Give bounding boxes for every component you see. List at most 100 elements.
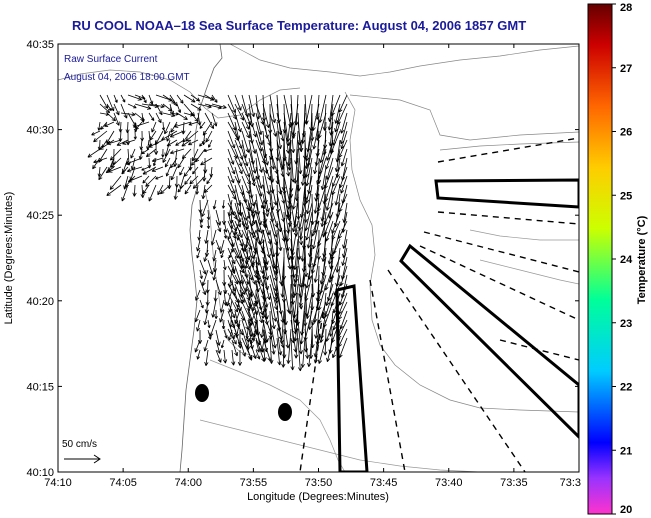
- current-vector: [148, 139, 164, 148]
- current-vector: [234, 157, 243, 175]
- current-vector: [199, 279, 207, 296]
- current-vector: [339, 265, 348, 287]
- current-vector: [291, 175, 299, 210]
- current-vector: [106, 184, 122, 197]
- current-vector: [227, 157, 236, 175]
- current-vector: [177, 157, 185, 169]
- current-vector: [338, 193, 348, 213]
- current-vector: [247, 199, 252, 212]
- current-vector: [106, 112, 116, 122]
- current-vector: [161, 130, 178, 141]
- current-vector: [121, 166, 129, 175]
- current-vector: [139, 139, 144, 150]
- current-vector: [220, 249, 225, 259]
- current-vector: [331, 220, 341, 240]
- current-vector: [170, 166, 178, 181]
- current-vector: [339, 310, 348, 330]
- current-vector: [269, 301, 276, 330]
- current-vector: [317, 112, 327, 139]
- current-vector: [195, 148, 206, 163]
- current-vector: [236, 229, 241, 241]
- current-vector: [313, 148, 320, 175]
- current-vector: [251, 249, 257, 266]
- current-vector: [160, 184, 171, 195]
- current-vector: [269, 337, 274, 364]
- current-vector: [199, 219, 203, 229]
- current-vector: [176, 112, 188, 120]
- current-vector: [173, 184, 178, 200]
- current-vector: [200, 157, 213, 166]
- current-vector: [155, 112, 162, 124]
- survey-boxes: [335, 178, 579, 472]
- current-vector: [223, 329, 228, 339]
- coastline: [179, 44, 223, 472]
- current-vector: [211, 103, 227, 109]
- bathymetry-contour: [344, 91, 579, 413]
- current-vector: [279, 310, 285, 344]
- current-vector: [326, 139, 334, 161]
- current-vector: [260, 339, 265, 353]
- current-vector: [141, 112, 145, 123]
- current-vector: [338, 139, 348, 158]
- current-vector: [148, 94, 154, 105]
- current-vector: [184, 184, 192, 195]
- current-vector: [248, 94, 256, 117]
- colorbar-tick-label: 26: [620, 127, 632, 139]
- current-vector: [263, 259, 267, 269]
- colorbar-tick-label: 23: [620, 318, 632, 330]
- colorbar-ticks: 28 27 26 25 24 23 22 21 20: [612, 2, 633, 516]
- current-vector: [339, 121, 348, 145]
- current-vector: [234, 220, 243, 238]
- current-vector: [215, 209, 222, 226]
- current-vector: [311, 301, 320, 326]
- current-vector: [141, 166, 150, 171]
- current-vector: [286, 112, 292, 143]
- current-vector: [304, 94, 313, 125]
- current-vector: [297, 319, 303, 355]
- current-vector: [249, 329, 257, 345]
- current-vector: [192, 175, 206, 189]
- current-vector: [130, 157, 136, 171]
- current-vector: [148, 112, 155, 121]
- current-vector: [176, 103, 182, 113]
- current-vector: [283, 319, 290, 349]
- current-vector: [243, 239, 249, 252]
- current-vector: [110, 157, 122, 168]
- current-vector: [212, 269, 217, 281]
- x-tick-label: 74:10: [44, 477, 72, 489]
- current-vector: [303, 247, 309, 277]
- current-vector: [247, 349, 253, 361]
- current-vector: [306, 220, 313, 249]
- current-vector: [291, 202, 299, 233]
- current-vector: [123, 175, 129, 190]
- current-vector: [244, 279, 249, 292]
- current-vector: [203, 184, 213, 193]
- current-vector: [323, 328, 328, 356]
- current-vector: [305, 175, 313, 204]
- current-vector: [241, 202, 248, 221]
- current-vector: [237, 329, 243, 347]
- current-vector: [132, 184, 137, 197]
- buoy-marker: [278, 403, 292, 421]
- current-vector: [246, 339, 251, 350]
- current-vector: [169, 130, 185, 138]
- current-vector: [126, 166, 143, 173]
- current-vector: [190, 157, 199, 166]
- buoy-marker: [195, 384, 209, 402]
- current-vector: [201, 269, 209, 287]
- current-vector: [122, 139, 136, 145]
- current-vector: [188, 139, 199, 146]
- colorbar-tick-label: 20: [620, 504, 632, 516]
- current-vector: [106, 103, 112, 112]
- current-vector: [262, 349, 267, 362]
- current-vector: [227, 175, 236, 194]
- current-vector: [109, 148, 122, 161]
- current-vector: [281, 337, 286, 368]
- current-vector: [127, 103, 137, 109]
- current-vector: [331, 175, 341, 196]
- current-vector: [269, 292, 278, 322]
- current-vector: [212, 199, 217, 210]
- current-vector: [255, 121, 264, 146]
- current-vector: [248, 265, 257, 285]
- current-vector: [164, 157, 171, 168]
